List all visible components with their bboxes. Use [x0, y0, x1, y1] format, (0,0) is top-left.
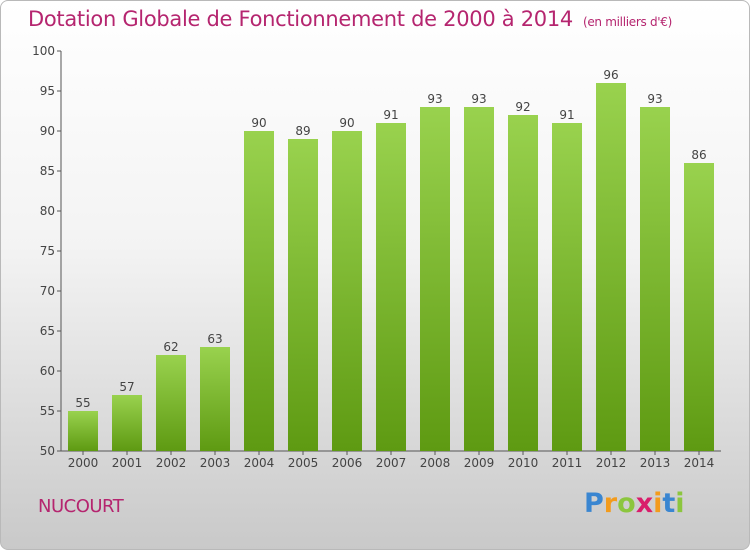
proxiti-logo[interactable]: Proxiti — [584, 488, 685, 519]
bar-2012 — [596, 83, 626, 451]
x-tick-label-2014: 2014 — [684, 456, 715, 470]
x-tick-label-2002: 2002 — [156, 456, 187, 470]
value-label-2011: 91 — [559, 108, 574, 122]
y-tick-label: 70 — [40, 284, 55, 298]
bar-2010 — [508, 115, 538, 451]
logo-letter: r — [603, 488, 618, 519]
x-tick-label-2001: 2001 — [112, 456, 143, 470]
chart-title-text: Dotation Globale de Fonctionnement de 20… — [28, 7, 573, 31]
y-tick-label: 50 — [40, 444, 55, 458]
chart-unit: (en milliers d'€) — [582, 15, 672, 29]
value-label-2005: 89 — [295, 124, 310, 138]
y-tick-label: 95 — [40, 84, 55, 98]
x-tick-label-2004: 2004 — [244, 456, 275, 470]
bar-2013 — [640, 107, 670, 451]
x-tick-label-2009: 2009 — [464, 456, 495, 470]
bar-2002 — [156, 355, 186, 451]
bar-2001 — [112, 395, 142, 451]
y-tick-label: 90 — [40, 124, 55, 138]
value-label-2009: 93 — [471, 92, 486, 106]
value-label-2013: 93 — [647, 92, 662, 106]
value-label-2008: 93 — [427, 92, 442, 106]
commune-name: NUCOURT — [38, 496, 124, 517]
logo-letter: t — [662, 488, 676, 519]
y-tick-label: 85 — [40, 164, 55, 178]
x-tick-label-2000: 2000 — [68, 456, 99, 470]
x-tick-label-2012: 2012 — [596, 456, 627, 470]
value-label-2001: 57 — [119, 380, 134, 394]
value-label-2006: 90 — [339, 116, 354, 130]
bar-2004 — [244, 131, 274, 451]
bar-2005 — [288, 139, 318, 451]
y-tick-label: 65 — [40, 324, 55, 338]
x-tick-label-2011: 2011 — [552, 456, 583, 470]
value-label-2000: 55 — [75, 396, 90, 410]
bar-2011 — [552, 123, 582, 451]
bar-2008 — [420, 107, 450, 451]
value-label-2014: 86 — [691, 148, 706, 162]
y-tick-label: 55 — [40, 404, 55, 418]
logo-letter: i — [653, 488, 663, 519]
y-tick-label: 75 — [40, 244, 55, 258]
bar-2009 — [464, 107, 494, 451]
bar-2006 — [332, 131, 362, 451]
x-tick-label-2010: 2010 — [508, 456, 539, 470]
bar-2003 — [200, 347, 230, 451]
logo-letter: i — [675, 488, 685, 519]
bar-2007 — [376, 123, 406, 451]
bar-2000 — [68, 411, 98, 451]
value-label-2010: 92 — [515, 100, 530, 114]
value-label-2007: 91 — [383, 108, 398, 122]
logo-letter: x — [635, 488, 654, 519]
x-tick-label-2005: 2005 — [288, 456, 319, 470]
logo-letter: P — [584, 488, 604, 519]
logo-letter: o — [617, 488, 636, 519]
x-tick-label-2008: 2008 — [420, 456, 451, 470]
y-tick-label: 80 — [40, 204, 55, 218]
value-label-2003: 63 — [207, 332, 222, 346]
value-label-2004: 90 — [251, 116, 266, 130]
value-label-2002: 62 — [163, 340, 178, 354]
x-tick-label-2006: 2006 — [332, 456, 363, 470]
bar-2014 — [684, 163, 714, 451]
y-tick-label: 100 — [32, 44, 55, 58]
x-tick-label-2003: 2003 — [200, 456, 231, 470]
x-tick-label-2013: 2013 — [640, 456, 671, 470]
value-label-2012: 96 — [603, 68, 618, 82]
chart-title: Dotation Globale de Fonctionnement de 20… — [28, 7, 672, 31]
x-tick-label-2007: 2007 — [376, 456, 407, 470]
y-tick-label: 60 — [40, 364, 55, 378]
